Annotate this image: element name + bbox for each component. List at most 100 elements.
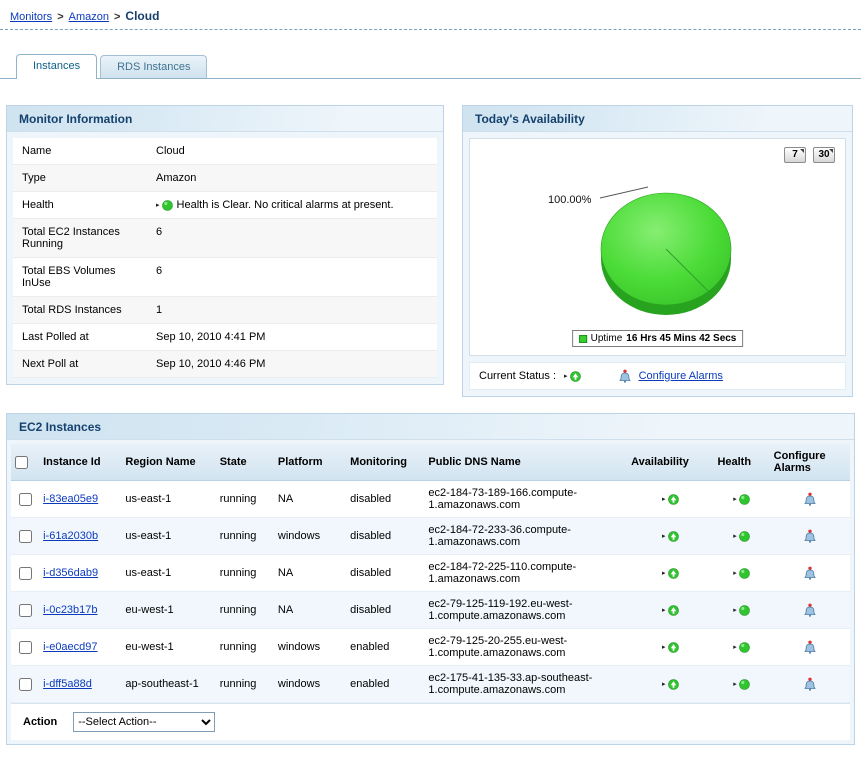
configure-alarms-icon[interactable]: [804, 566, 816, 580]
state-cell: running: [215, 591, 274, 629]
availability-up-icon: ▸: [662, 678, 679, 690]
region-cell: eu-west-1: [121, 628, 216, 666]
column-header-region-name: Region Name: [121, 444, 216, 481]
expand-arrow-icon: ▸: [662, 606, 666, 614]
instance-id-link[interactable]: i-83ea05e9: [43, 493, 99, 505]
health-ok-icon: ▸: [733, 567, 750, 579]
table-row: i-61a2030b us-east-1 running windows dis…: [11, 517, 850, 555]
table-header-row: Instance Id Region Name State Platform M…: [11, 444, 850, 481]
range-30-days-button[interactable]: 30: [813, 147, 835, 163]
pie-callout-label: 100.00%: [548, 194, 592, 206]
public-dns-cell: ec2-175-41-135-33.ap-southeast-1.compute…: [424, 665, 628, 703]
instance-id-link[interactable]: i-0c23b17b: [43, 604, 98, 616]
expand-arrow-icon: ▸: [662, 495, 666, 503]
breadcrumb-link-amazon[interactable]: Amazon: [68, 11, 109, 23]
platform-cell: windows: [273, 517, 347, 555]
instance-id-link[interactable]: i-d356dab9: [43, 567, 99, 579]
current-status-row: Current Status : ▸ Configure Alarms: [469, 362, 846, 390]
table-row: i-dff5a88d ap-southeast-1 running window…: [11, 665, 850, 703]
column-header-availability: Availability: [627, 444, 714, 481]
expand-arrow-icon: ▸: [662, 643, 666, 651]
availability-up-icon: ▸: [662, 604, 679, 616]
info-label: Total RDS Instances: [13, 296, 147, 324]
expand-arrow-icon: ▸: [733, 680, 737, 688]
info-value: 1: [147, 296, 437, 324]
callout-line: [599, 186, 649, 199]
alarm-bell-icon[interactable]: [618, 369, 631, 383]
range-7-days-button[interactable]: 7: [784, 147, 806, 163]
expand-arrow-icon: ▸: [733, 606, 737, 614]
table-row: i-d356dab9 us-east-1 running NA disabled…: [11, 554, 850, 592]
public-dns-cell: ec2-184-72-233-36.compute-1.amazonaws.co…: [424, 517, 628, 555]
info-label: Next Poll at: [13, 350, 147, 378]
info-row-ebs-inuse: Total EBS Volumes InUse 6: [13, 257, 437, 297]
select-row-checkbox[interactable]: [18, 492, 32, 506]
configure-alarms-link[interactable]: Configure Alarms: [638, 370, 723, 382]
column-header-configure-alarms: Configure Alarms: [769, 444, 850, 481]
status-up-icon: ▸: [564, 370, 581, 382]
configure-alarms-icon[interactable]: [804, 640, 816, 654]
public-dns-cell: ec2-184-73-189-166.compute-1.amazonaws.c…: [424, 480, 628, 518]
info-value: Cloud: [147, 138, 437, 165]
public-dns-cell: ec2-79-125-20-255.eu-west-1.compute.amaz…: [424, 628, 628, 666]
range-buttons: 7 30: [784, 147, 835, 163]
breadcrumb-current-page: Cloud: [125, 9, 160, 23]
tab-rds-instances[interactable]: RDS Instances: [100, 55, 208, 78]
table-row: i-0c23b17b eu-west-1 running NA disabled…: [11, 591, 850, 629]
info-row-type: Type Amazon: [13, 164, 437, 192]
region-cell: us-east-1: [121, 554, 216, 592]
info-label: Total EC2 Instances Running: [13, 218, 147, 258]
column-header-state: State: [215, 444, 274, 481]
info-label: Last Polled at: [13, 323, 147, 351]
instance-id-link[interactable]: i-61a2030b: [43, 530, 99, 542]
monitor-information-panel: Monitor Information Name Cloud Type Amaz…: [6, 105, 444, 385]
action-row: Action --Select Action--: [11, 703, 850, 740]
select-row-checkbox[interactable]: [18, 529, 32, 543]
availability-title: Today's Availability: [463, 106, 852, 132]
info-value: ▸ Health is Clear. No critical alarms at…: [147, 191, 437, 219]
select-all-checkbox[interactable]: [15, 455, 28, 469]
monitoring-cell: disabled: [346, 591, 425, 629]
configure-alarms-icon[interactable]: [804, 529, 816, 543]
platform-cell: NA: [273, 554, 347, 592]
availability-up-icon: ▸: [662, 567, 679, 579]
top-divider: [0, 29, 861, 30]
health-ok-icon: ▸: [156, 199, 173, 211]
info-label: Name: [13, 138, 147, 165]
availability-up-icon: ▸: [662, 641, 679, 653]
availability-panel: Today's Availability: [462, 105, 853, 397]
page-content: Monitor Information Name Cloud Type Amaz…: [0, 105, 861, 757]
info-label: Type: [13, 164, 147, 192]
info-value: 6: [147, 218, 437, 258]
info-value: 6: [147, 257, 437, 297]
monitoring-cell: disabled: [346, 480, 425, 518]
instance-id-link[interactable]: i-dff5a88d: [43, 678, 92, 690]
region-cell: us-east-1: [121, 517, 216, 555]
health-ok-icon: ▸: [733, 493, 750, 505]
health-ok-icon: ▸: [733, 604, 750, 616]
info-row-last-polled: Last Polled at Sep 10, 2010 4:41 PM: [13, 323, 437, 351]
action-select[interactable]: --Select Action--: [73, 712, 216, 732]
configure-alarms-icon[interactable]: [804, 677, 816, 691]
expand-arrow-icon: ▸: [662, 532, 666, 540]
configure-alarms-icon[interactable]: [804, 603, 816, 617]
select-row-checkbox[interactable]: [18, 603, 32, 617]
column-header-platform: Platform: [273, 444, 347, 481]
public-dns-cell: ec2-79-125-119-192.eu-west-1.compute.ama…: [424, 591, 628, 629]
configure-alarms-icon[interactable]: [804, 492, 816, 506]
select-row-checkbox[interactable]: [18, 677, 32, 691]
monitoring-cell: disabled: [346, 554, 425, 592]
monitor-information-title: Monitor Information: [7, 106, 443, 132]
instance-id-link[interactable]: i-e0aecd97: [43, 641, 98, 653]
info-row-rds-total: Total RDS Instances 1: [13, 296, 437, 324]
select-row-checkbox[interactable]: [18, 566, 32, 580]
ec2-instances-table: Instance Id Region Name State Platform M…: [11, 444, 850, 703]
state-cell: running: [215, 554, 274, 592]
state-cell: running: [215, 665, 274, 703]
region-cell: us-east-1: [121, 480, 216, 518]
tab-instances[interactable]: Instances: [16, 54, 98, 79]
region-cell: eu-west-1: [121, 591, 216, 629]
breadcrumb-link-monitors[interactable]: Monitors: [10, 11, 53, 23]
select-row-checkbox[interactable]: [18, 640, 32, 654]
expand-arrow-icon: ▸: [662, 680, 666, 688]
